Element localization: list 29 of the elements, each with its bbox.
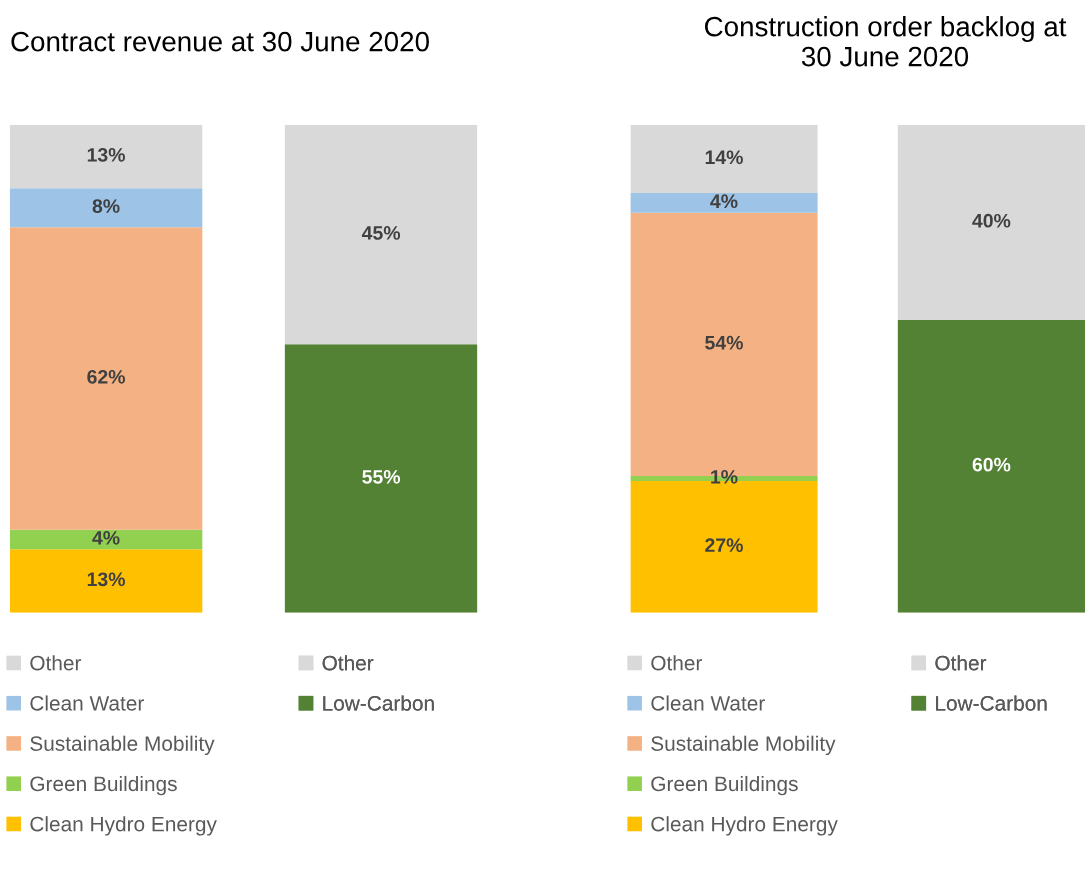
data-label: 13% xyxy=(87,572,125,587)
legend-label: Clean Water xyxy=(30,695,144,711)
data-label: 4% xyxy=(92,530,120,545)
data-label: 40% xyxy=(972,213,1011,228)
legend-label: Green Buildings xyxy=(30,775,177,796)
data-label: 4% xyxy=(710,194,738,209)
data-label: 54% xyxy=(705,335,743,350)
legend-label: Other xyxy=(651,655,703,671)
legend-label: Other xyxy=(935,655,987,671)
legend-label: Clean Hydro Energy xyxy=(651,816,838,836)
legend-label: Other xyxy=(322,655,374,671)
legend-label: Sustainable Mobility xyxy=(651,735,836,756)
data-label: 45% xyxy=(361,226,401,240)
legend-label: Low-Carbon xyxy=(323,695,434,711)
chart-title: Contract revenue at 30 June 2020 xyxy=(11,31,429,52)
legend-label: Clean Hydro Energy xyxy=(30,816,217,836)
data-label: 13% xyxy=(87,147,125,162)
data-label: 14% xyxy=(705,150,743,165)
data-label: 8% xyxy=(92,199,120,213)
data-label: 27% xyxy=(705,538,743,552)
data-label: 62% xyxy=(87,369,125,384)
data-label: 60% xyxy=(972,457,1011,472)
legend-label: Clean Water xyxy=(651,695,765,711)
legend-label: Other xyxy=(30,655,82,671)
legend-label: Low-Carbon xyxy=(936,695,1047,711)
legend-label: Sustainable Mobility xyxy=(30,735,215,756)
chart-title: Construction order backlog at 30 June 2020 xyxy=(705,16,1067,67)
legend-label: Green Buildings xyxy=(651,775,798,796)
data-label: 55% xyxy=(362,470,401,484)
